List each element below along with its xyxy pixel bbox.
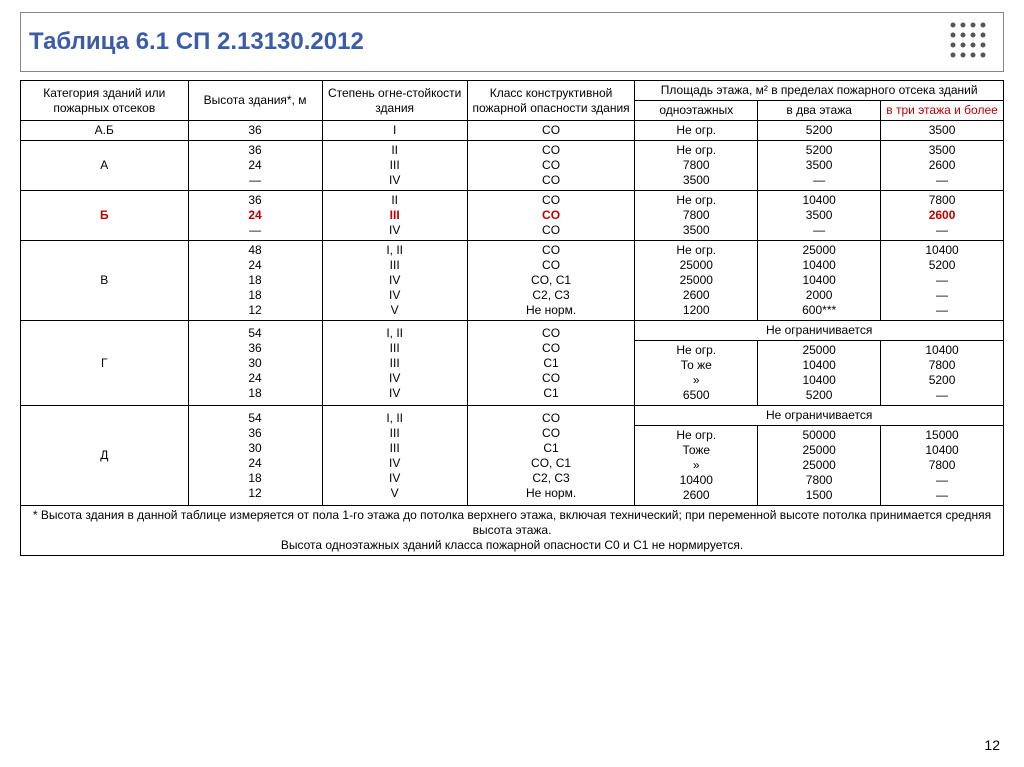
hdr-two-story: в два этажа (758, 101, 881, 121)
cell-h: 36 (188, 121, 322, 141)
cell-h: 3624— (188, 191, 322, 241)
hdr-one-story: одноэтажных (635, 101, 758, 121)
cell-fr: I, II III III IV IV (322, 321, 467, 406)
hdr-three-story: в три этажа и более (881, 101, 1004, 121)
cell-h: 54 36 30 24 18 12 (188, 406, 322, 506)
hdr-category: Категория зданий или пожарных отсеков (21, 81, 189, 121)
dot-grid-icon (945, 17, 995, 67)
cell-cls: CO CO CO, C1 C2, C3 Не норм. (467, 241, 635, 321)
cell-cls: CO CO C1 CO C1 (467, 321, 635, 406)
cell-c3: 3500 (881, 121, 1004, 141)
title-bar: Таблица 6.1 СП 2.13130.2012 (20, 12, 1004, 72)
table-header: Категория зданий или пожарных отсеков Вы… (21, 81, 1004, 121)
cell-c3: 3500 2600 — (881, 141, 1004, 191)
cell-h: 48 24 18 18 12 (188, 241, 322, 321)
cell-cls: CO CO C1 CO, C1 C2, C3 Не норм. (467, 406, 635, 506)
row-d: Д 54 36 30 24 18 12 I, II III III IV IV … (21, 406, 1004, 426)
cell-c3: 78002600— (881, 191, 1004, 241)
cell-fr: I, II III III IV IV V (322, 406, 467, 506)
cell-c2: 5200 (758, 121, 881, 141)
title-text: Таблица 6.1 СП 2.13130.2012 (29, 28, 364, 56)
cell-cat: В (21, 241, 189, 321)
cell-cls: CO CO CO (467, 141, 635, 191)
cell-fr: I, II III IV IV V (322, 241, 467, 321)
cell-cat: А (21, 141, 189, 191)
cell-c2: 50000 25000 25000 7800 1500 (758, 426, 881, 506)
cell-c2: 25000 10400 10400 2000 600*** (758, 241, 881, 321)
cell-cls: CO (467, 121, 635, 141)
row-g: Г 54 36 30 24 18 I, II III III IV IV CO … (21, 321, 1004, 341)
cell-span: Не ограничивается (635, 321, 1004, 341)
cell-h: 54 36 30 24 18 (188, 321, 322, 406)
page: Таблица 6.1 СП 2.13130.2012 Категория зд… (0, 0, 1024, 767)
cell-cls: COCOCO (467, 191, 635, 241)
cell-c1: Не огр. То же » 6500 (635, 341, 758, 406)
cell-c1: Не огр. 7800 3500 (635, 141, 758, 191)
cell-cat: А.Б (21, 121, 189, 141)
cell-c1: Не огр. Тоже » 10400 2600 (635, 426, 758, 506)
main-table: Категория зданий или пожарных отсеков Вы… (20, 80, 1004, 556)
cell-span: Не ограничивается (635, 406, 1004, 426)
cell-cat: Б (21, 191, 189, 241)
cell-fr: IIIIIIV (322, 191, 467, 241)
cell-c1: Не огр. (635, 121, 758, 141)
row-footnote: * Высота здания в данной таблице измеряе… (21, 506, 1004, 556)
cell-cat: Г (21, 321, 189, 406)
cell-h: 36 24 — (188, 141, 322, 191)
row-ab: А.Б 36 I CO Не огр. 5200 3500 (21, 121, 1004, 141)
footnote-text: * Высота здания в данной таблице измеряе… (21, 506, 1004, 556)
page-number: 12 (984, 737, 1000, 753)
cell-fr: II III IV (322, 141, 467, 191)
hdr-fire-resist: Степень огне-стойкости здания (322, 81, 467, 121)
cell-c2: 5200 3500 — (758, 141, 881, 191)
cell-c2: 25000 10400 10400 5200 (758, 341, 881, 406)
cell-c3: 15000 10400 7800 — — (881, 426, 1004, 506)
cell-c3: 10400 5200 — — — (881, 241, 1004, 321)
hdr-class: Класс конструктивной пожарной опасности … (467, 81, 635, 121)
hdr-height: Высота здания*, м (188, 81, 322, 121)
cell-c1: Не огр. 7800 3500 (635, 191, 758, 241)
cell-cat: Д (21, 406, 189, 506)
cell-c2: 10400 3500 — (758, 191, 881, 241)
cell-fr: I (322, 121, 467, 141)
cell-c1: Не огр. 25000 25000 2600 1200 (635, 241, 758, 321)
row-v: В 48 24 18 18 12 I, II III IV IV V CO CO… (21, 241, 1004, 321)
hdr-area-super: Площадь этажа, м² в пределах пожарного о… (635, 81, 1004, 101)
row-a: А 36 24 — II III IV CO CO CO Не огр. 780… (21, 141, 1004, 191)
row-b: Б 3624— IIIIIIV COCOCO Не огр. 7800 3500… (21, 191, 1004, 241)
cell-c3: 10400 7800 5200 — (881, 341, 1004, 406)
